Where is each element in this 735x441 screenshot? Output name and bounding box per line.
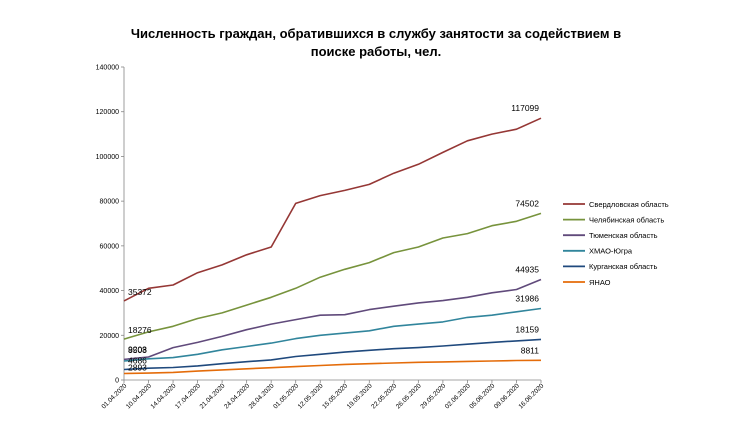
- y-tick-label: 20000: [100, 333, 120, 340]
- x-tick-label: 16.06.2020: [517, 382, 545, 410]
- y-tick-label: 100000: [96, 154, 119, 161]
- chart-title-line-2: поиске работы, чел.: [311, 44, 442, 59]
- data-label-start: 4686: [128, 356, 147, 366]
- data-labels: 117099 35372 74502 18276 44935 9203 31986 8508 1…: [128, 103, 539, 372]
- legend-label: Курганская область: [589, 262, 657, 271]
- y-tick-label: 60000: [100, 243, 120, 250]
- y-tick-label: 140000: [96, 65, 119, 72]
- legend: Свердловская область Челябинская область Т…: [563, 200, 669, 287]
- legend-label: ЯНАО: [589, 278, 611, 287]
- series-line: [123, 212, 542, 340]
- legend-label: ХМАО-Югра: [589, 247, 633, 256]
- data-label-end: 74502: [515, 198, 539, 208]
- chart-title-line-1: Численность граждан, обратившихся в служ…: [131, 26, 621, 41]
- y-tick-label: 80000: [100, 199, 120, 206]
- legend-label: Челябинская область: [589, 215, 664, 224]
- data-label-start: 8508: [128, 345, 147, 355]
- series-line: [123, 307, 542, 362]
- data-label-start: 2893: [128, 363, 147, 373]
- series-line: [123, 338, 542, 371]
- data-label-start: 9203: [128, 344, 147, 354]
- data-label-start: 18276: [128, 325, 152, 335]
- series-line: [123, 278, 542, 361]
- y-tick-label: 40000: [100, 288, 120, 295]
- data-label-end: 8811: [521, 345, 540, 355]
- series-line: [123, 117, 542, 302]
- y-tick-label: 120000: [96, 109, 119, 116]
- legend-label: Тюменская область: [589, 231, 658, 240]
- series-line: [123, 359, 542, 375]
- y-tick-label: 0: [115, 378, 119, 385]
- series-layer: [123, 117, 542, 375]
- data-label-start: 35372: [128, 287, 152, 297]
- data-label-end: 31986: [515, 293, 539, 303]
- data-label-end: 18159: [515, 324, 539, 334]
- data-label-end: 44935: [515, 265, 539, 275]
- data-label-end: 117099: [511, 103, 539, 113]
- legend-label: Свердловская область: [589, 200, 669, 209]
